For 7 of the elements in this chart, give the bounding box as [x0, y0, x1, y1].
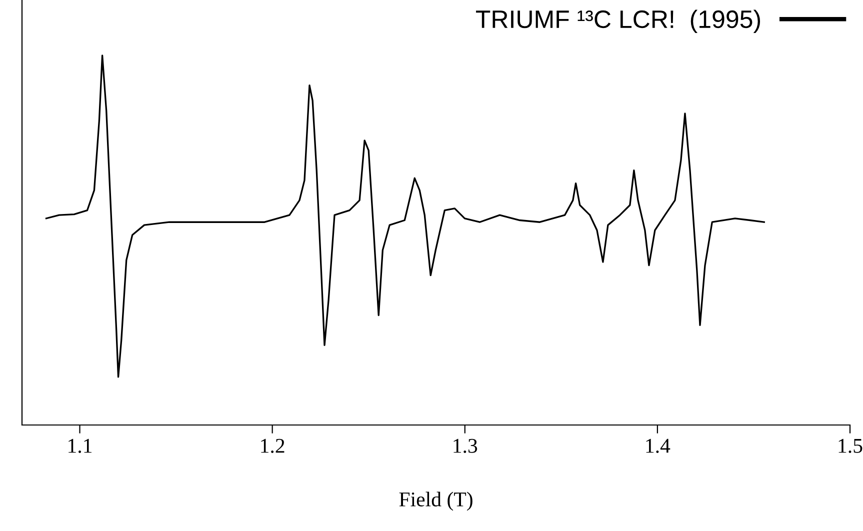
x-axis-title: Field (T)	[399, 492, 472, 511]
x-tick-label: 1.1	[68, 438, 92, 453]
x-tick-label: 1.3	[454, 438, 478, 453]
legend-label: TRIUMF ¹³C LCR! (1995)	[476, 10, 760, 34]
x-tick-label: 1.4	[646, 438, 670, 453]
x-tick-label: 1.2	[261, 438, 284, 453]
x-tick-label: 1.5	[838, 438, 862, 453]
